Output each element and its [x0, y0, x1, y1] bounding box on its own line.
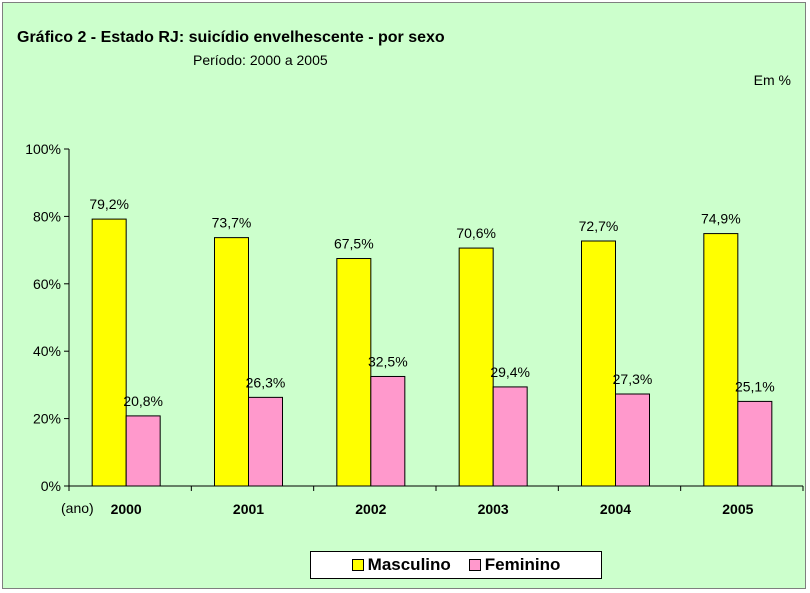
bar-masculino-2001	[214, 237, 249, 487]
legend: Masculino Feminino	[310, 551, 602, 579]
chart-subtitle: Período: 2000 a 2005	[193, 52, 328, 68]
data-label: 72,7%	[579, 218, 619, 234]
x-tick-label: 2004	[600, 501, 631, 517]
data-label: 27,3%	[613, 371, 653, 387]
data-label: 67,5%	[334, 236, 374, 252]
x-tick-label: 2001	[233, 501, 264, 517]
x-axis-label: (ano)	[61, 500, 94, 516]
data-label: 26,3%	[246, 374, 286, 390]
y-tick-label: 80%	[33, 208, 61, 224]
data-label: 70,6%	[456, 225, 496, 241]
y-tick-label: 100%	[25, 141, 61, 157]
bar-feminino-2005	[737, 400, 773, 487]
legend-swatch-feminino	[468, 559, 481, 571]
bar-feminino-2000	[125, 415, 161, 487]
bar-feminino-2003	[492, 386, 528, 487]
data-label: 74,9%	[701, 211, 741, 227]
legend-item-masculino: Masculino	[351, 555, 451, 575]
legend-label-feminino: Feminino	[484, 555, 561, 574]
data-label: 79,2%	[89, 196, 129, 212]
bar-feminino-2004	[615, 393, 650, 487]
bar-masculino-2000	[91, 218, 127, 487]
data-label: 20,8%	[123, 393, 163, 409]
bar-masculino-2005	[703, 233, 739, 487]
y-tick-label: 20%	[33, 411, 61, 427]
x-tick-label: 2003	[478, 501, 509, 517]
legend-label-masculino: Masculino	[367, 555, 451, 574]
data-label: 32,5%	[368, 353, 408, 369]
y-tick-label: 60%	[33, 276, 61, 292]
data-label: 25,1%	[735, 378, 775, 394]
legend-item-feminino: Feminino	[468, 555, 561, 575]
bar-feminino-2001	[248, 396, 283, 487]
y-tick-label: 0%	[41, 478, 61, 494]
bar-chart: 0% 20% 40% 60% 80% 100% (ano) 79,2% 20,8% 2000 73,…	[25, 141, 804, 517]
legend-swatch-masculino	[351, 559, 364, 571]
x-tick-label: 2000	[111, 501, 142, 517]
y-tick-label: 40%	[33, 343, 61, 359]
data-label: 73,7%	[212, 215, 252, 231]
bar-masculino-2002	[336, 258, 372, 487]
bar-masculino-2004	[581, 240, 616, 487]
chart-title: Gráfico 2 - Estado RJ: suicídio envelhes…	[17, 29, 445, 46]
data-label: 29,4%	[490, 364, 530, 380]
unit-label: Em %	[753, 72, 791, 88]
x-tick-label: 2002	[355, 501, 386, 517]
bar-feminino-2002	[370, 375, 406, 487]
x-tick-label: 2005	[722, 501, 753, 517]
bar-masculino-2003	[458, 247, 494, 487]
